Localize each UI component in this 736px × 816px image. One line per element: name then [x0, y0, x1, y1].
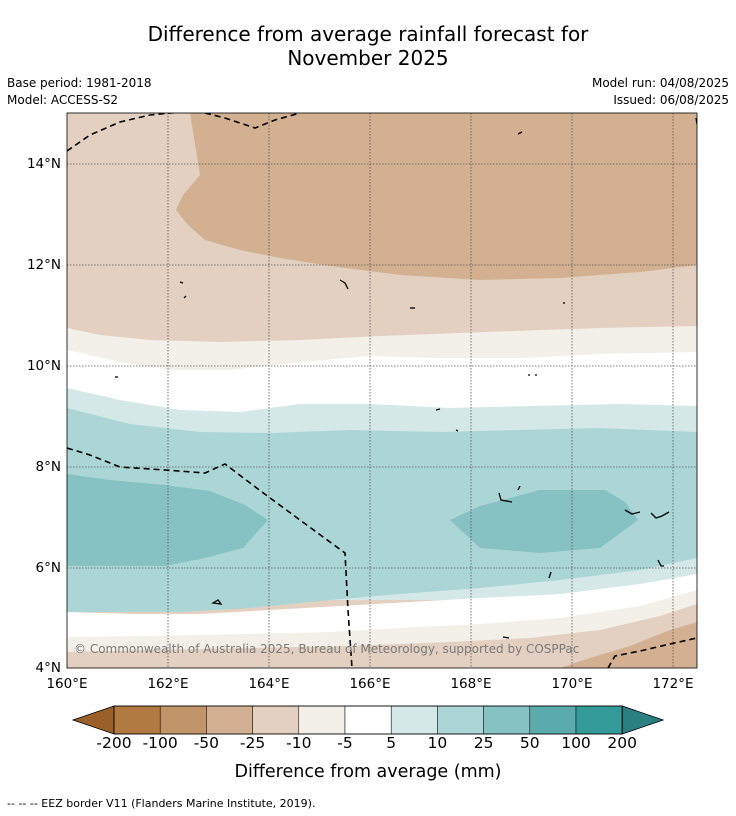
colorbar-tick-label: -10	[286, 734, 312, 752]
colorbar-tick-label: -200	[96, 734, 132, 752]
lon-tick-170e: 170°E	[551, 676, 592, 692]
colorbar-tick-label: -50	[193, 734, 220, 752]
colorbar-segment	[437, 705, 484, 735]
lat-tick-14n: 14°N	[27, 156, 61, 172]
map-frame	[66, 112, 698, 669]
chart-title: Difference from average rainfall forecas…	[0, 22, 736, 70]
lon-axis: 160°E 162°E 164°E 166°E 168°E 170°E 172°…	[46, 676, 693, 692]
lon-tick-166e: 166°E	[349, 676, 390, 692]
colorbar-tick-label: 50	[519, 734, 540, 752]
colorbar-tick-label: 25	[473, 734, 494, 752]
meta-left: Base period: 1981-2018 Model: ACCESS-S2	[7, 75, 152, 109]
colorbar-segment	[252, 705, 300, 735]
zone-medium-teal-east	[450, 490, 638, 553]
title-line-2: November 2025	[287, 46, 449, 70]
colorbar-segment	[344, 705, 392, 735]
zone-light-teal	[67, 408, 697, 612]
model-name: Model: ACCESS-S2	[7, 93, 119, 107]
base-period: Base period: 1981-2018	[7, 76, 152, 90]
lon-tick-162e: 162°E	[147, 676, 188, 692]
lat-axis: 14°N 12°N 10°N 8°N 6°N 4°N	[27, 156, 61, 676]
zone-medium-brown-south	[560, 622, 697, 668]
colorbar-tick-label: -25	[239, 734, 266, 752]
colorbar	[71, 705, 665, 735]
lon-tick-164e: 164°E	[248, 676, 289, 692]
colorbar-tick-label: 200	[607, 734, 637, 752]
colorbar-segment	[206, 705, 253, 735]
colorbar-tick-label: 100	[561, 734, 591, 752]
copyright-text: © Commonwealth of Australia 2025, Bureau…	[74, 642, 579, 656]
title-line-1: Difference from average rainfall forecas…	[147, 22, 589, 46]
colorbar-segment	[159, 705, 207, 735]
lat-tick-6n: 6°N	[36, 560, 61, 576]
zone-light-brown-south	[67, 604, 697, 668]
lat-tick-12n: 12°N	[27, 257, 61, 273]
colorbar-tick-label: 10	[427, 734, 448, 752]
gridlines	[67, 113, 697, 668]
zone-medium-brown	[176, 113, 697, 280]
eez-footnote: -- -- -- EEZ border V11 (Flanders Marine…	[7, 797, 316, 810]
colorbar-segment	[298, 705, 346, 735]
colorbar-segment	[575, 705, 623, 735]
colorbar-outline	[113, 705, 623, 735]
colorbar-title: Difference from average (mm)	[234, 762, 502, 782]
lon-tick-172e: 172°E	[652, 676, 693, 692]
lat-tick-4n: 4°N	[36, 660, 61, 676]
map-area: © Commonwealth of Australia 2025, Bureau…	[67, 113, 697, 668]
colorbar-segment	[113, 705, 161, 735]
lat-tick-10n: 10°N	[27, 358, 61, 374]
lat-tick-8n: 8°N	[36, 459, 61, 475]
lon-tick-160e: 160°E	[46, 676, 87, 692]
eez-borders	[67, 113, 697, 668]
meta-right: Model run: 04/08/2025 Issued: 06/08/2025	[592, 75, 729, 109]
colorbar-segment	[483, 705, 531, 735]
colorbar-tick-label: 5	[386, 734, 397, 752]
colorbar-tick-label: -5	[337, 734, 353, 752]
island-outlines	[115, 117, 697, 639]
issued-date: Issued: 06/08/2025	[613, 93, 729, 107]
zone-medium-teal-west	[67, 474, 268, 566]
colorbar-segment	[390, 705, 438, 735]
colorbar-segment	[529, 705, 577, 735]
colorbar-extend-high	[621, 705, 665, 735]
colorbar-extend-low	[71, 705, 115, 735]
model-run: Model run: 04/08/2025	[591, 76, 729, 90]
colorbar-tick-label: -100	[142, 734, 178, 752]
lon-tick-168e: 168°E	[450, 676, 491, 692]
